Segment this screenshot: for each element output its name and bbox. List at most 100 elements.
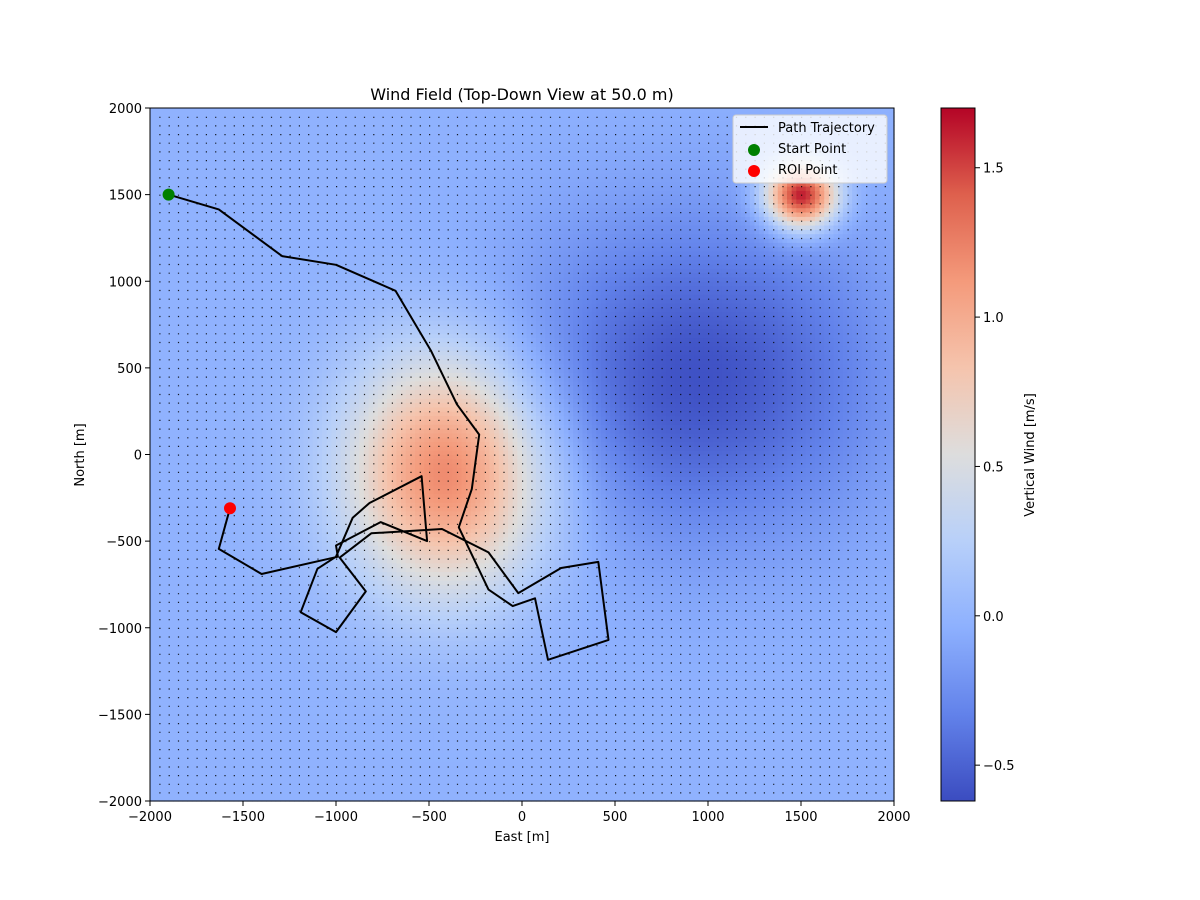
heatmap-cell	[168, 653, 174, 659]
heatmap-cell	[196, 545, 202, 551]
heatmap-cell	[284, 419, 291, 425]
heatmap-cell	[215, 792, 221, 798]
heatmap-cell	[219, 692, 225, 698]
heatmap-cell	[196, 558, 202, 564]
heatmap-cell	[210, 372, 216, 378]
heatmap-cell	[187, 792, 193, 798]
heatmap-cell	[150, 108, 156, 113]
heatmap-cell	[159, 645, 165, 651]
heatmap-cell	[201, 723, 207, 728]
heatmap-cell	[261, 766, 267, 772]
heatmap-cell	[280, 601, 286, 607]
heatmap-cell	[201, 757, 207, 763]
heatmap-cell	[196, 645, 202, 651]
heatmap-cell	[210, 108, 216, 113]
heatmap-cell	[238, 367, 244, 373]
heatmap-cell	[284, 701, 291, 707]
heatmap-cell	[229, 606, 235, 612]
heatmap-cell	[284, 268, 291, 274]
heatmap-cell	[201, 766, 207, 772]
heatmap-cell	[182, 242, 188, 248]
heatmap-cell	[154, 523, 160, 529]
heatmap-cell	[280, 354, 286, 360]
heatmap-cell	[280, 246, 286, 252]
heatmap-cell	[280, 584, 286, 590]
heatmap-cell	[256, 437, 263, 443]
heatmap-cell	[219, 649, 225, 655]
heatmap-cell	[154, 385, 160, 391]
heatmap-cell	[201, 116, 207, 122]
heatmap-cell	[289, 749, 295, 754]
heatmap-cell	[187, 367, 193, 373]
heatmap-cell	[289, 424, 295, 430]
heatmap-cell	[280, 263, 286, 269]
heatmap-cell	[187, 298, 193, 304]
heatmap-cell	[150, 133, 156, 139]
heatmap-cell	[159, 744, 165, 750]
heatmap-cell	[270, 571, 277, 577]
heatmap-cell	[182, 766, 188, 772]
heatmap-cell	[168, 536, 174, 542]
heatmap-cell	[150, 658, 156, 663]
heatmap-cell	[159, 155, 165, 161]
heatmap-cell	[252, 753, 258, 759]
heatmap-cell	[280, 480, 286, 486]
heatmap-cell	[154, 562, 160, 568]
heatmap-cell	[229, 684, 235, 689]
heatmap-cell	[275, 796, 281, 802]
heatmap-cell	[256, 593, 263, 599]
heatmap-cell	[201, 424, 207, 430]
heatmap-cell	[247, 437, 253, 443]
heatmap-cell	[201, 363, 207, 369]
heatmap-cell	[219, 311, 225, 317]
heatmap-cell	[233, 285, 239, 291]
heatmap-cell	[215, 766, 221, 772]
heatmap-cell	[224, 523, 230, 529]
heatmap-cell	[252, 320, 258, 326]
heatmap-cell	[284, 259, 291, 265]
heatmap-cell	[256, 796, 263, 802]
heatmap-cell	[173, 185, 179, 191]
heatmap-cell	[252, 519, 258, 525]
heatmap-cell	[191, 181, 198, 187]
heatmap-cell	[168, 116, 174, 122]
heatmap-cell	[182, 415, 188, 421]
heatmap-cell	[154, 155, 160, 161]
heatmap-cell	[275, 445, 281, 451]
heatmap-cell	[261, 450, 267, 456]
heatmap-cell	[261, 545, 267, 551]
heatmap-cell	[229, 272, 235, 278]
heatmap-cell	[252, 294, 258, 300]
heatmap-cell	[238, 159, 244, 165]
heatmap-cell	[168, 736, 174, 741]
heatmap-cell	[243, 419, 249, 425]
heatmap-cell	[280, 493, 286, 499]
heatmap-cell	[219, 263, 225, 269]
heatmap-cell	[150, 510, 156, 516]
heatmap-cell	[284, 168, 291, 174]
heatmap-cell	[266, 749, 272, 754]
heatmap-cell	[168, 636, 174, 642]
heatmap-cell	[191, 419, 198, 425]
heatmap-cell	[266, 120, 272, 126]
heatmap-cell	[196, 562, 202, 568]
heatmap-cell	[219, 380, 225, 386]
heatmap-cell	[163, 718, 170, 724]
heatmap-cell	[270, 108, 277, 113]
heatmap-cell	[150, 610, 156, 616]
heatmap-cell	[210, 276, 216, 282]
heatmap-cell	[275, 502, 281, 508]
heatmap-cell	[187, 796, 193, 802]
heatmap-cell	[261, 536, 267, 542]
heatmap-cell	[210, 740, 216, 746]
heatmap-cell	[243, 493, 249, 499]
heatmap-cell	[215, 268, 221, 274]
heatmap-cell	[252, 441, 258, 447]
heatmap-cell	[256, 575, 263, 581]
heatmap-cell	[163, 610, 170, 616]
heatmap-cell	[289, 294, 295, 300]
heatmap-cell	[233, 549, 239, 555]
heatmap-cell	[210, 398, 216, 404]
heatmap-cell	[238, 710, 244, 715]
heatmap-cell	[177, 359, 184, 365]
